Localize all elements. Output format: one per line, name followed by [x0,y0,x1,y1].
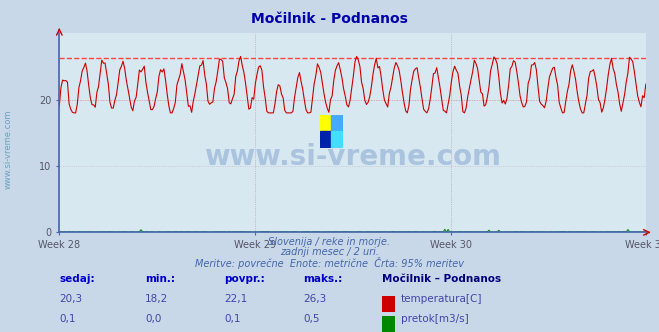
Text: temperatura[C]: temperatura[C] [401,294,482,304]
Text: Slovenija / reke in morje.: Slovenija / reke in morje. [268,237,391,247]
Text: maks.:: maks.: [303,274,343,284]
Text: Meritve: povrečne  Enote: metrične  Črta: 95% meritev: Meritve: povrečne Enote: metrične Črta: … [195,257,464,269]
Text: 22,1: 22,1 [224,294,247,304]
Bar [320,131,331,148]
Text: 0,0: 0,0 [145,314,161,324]
Text: Močilnik – Podnanos: Močilnik – Podnanos [382,274,501,284]
Text: pretok[m3/s]: pretok[m3/s] [401,314,469,324]
Text: zadnji mesec / 2 uri.: zadnji mesec / 2 uri. [280,247,379,257]
Bar [320,115,331,131]
Bar [331,131,343,148]
Text: 0,1: 0,1 [59,314,76,324]
Text: 18,2: 18,2 [145,294,168,304]
Text: 0,1: 0,1 [224,314,241,324]
Text: povpr.:: povpr.: [224,274,265,284]
Text: www.si-vreme.com: www.si-vreme.com [204,143,501,171]
Text: sedaj:: sedaj: [59,274,95,284]
Bar [331,115,343,131]
Text: 0,5: 0,5 [303,314,320,324]
Text: 26,3: 26,3 [303,294,326,304]
Text: 20,3: 20,3 [59,294,82,304]
Text: www.si-vreme.com: www.si-vreme.com [3,110,13,189]
Text: Močilnik - Podnanos: Močilnik - Podnanos [251,12,408,26]
Text: min.:: min.: [145,274,175,284]
